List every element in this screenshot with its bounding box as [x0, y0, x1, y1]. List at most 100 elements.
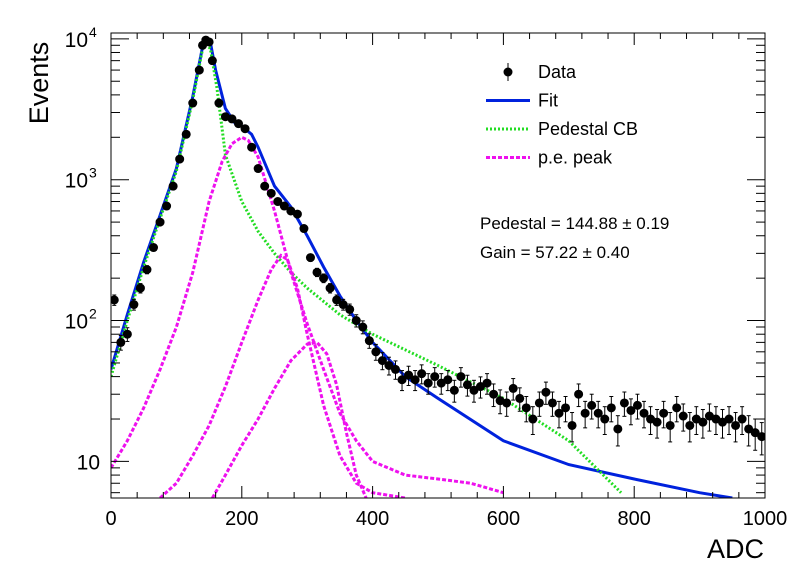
legend: Data Fit Pedestal CB p.e. peak — [486, 62, 638, 168]
data-point-marker — [606, 403, 616, 413]
data-point-marker — [266, 188, 276, 198]
data-point-marker — [204, 37, 214, 47]
data-point — [188, 98, 198, 108]
data-point-marker — [227, 114, 237, 124]
data-point — [371, 343, 381, 361]
data-point — [168, 181, 178, 191]
data-point — [652, 409, 662, 439]
data-point-marker — [652, 417, 662, 427]
data-point — [744, 415, 754, 447]
data-point-marker — [456, 372, 466, 382]
series-3-curve — [111, 135, 504, 495]
data-point — [204, 37, 214, 47]
data-point — [253, 164, 263, 174]
data-point — [305, 253, 315, 263]
data-point-marker — [737, 414, 747, 424]
data-point-marker — [358, 322, 368, 332]
x-tick-label: 800 — [618, 508, 651, 530]
data-point-marker — [554, 408, 564, 418]
data-point-marker — [135, 283, 145, 293]
data-point-marker — [685, 420, 695, 430]
data-point-marker — [521, 403, 531, 413]
data-point-marker — [482, 378, 492, 388]
data-point — [116, 334, 126, 351]
data-point-marker — [430, 372, 440, 382]
data-point-marker — [351, 316, 361, 326]
data-point-marker — [561, 403, 571, 413]
data-point — [404, 365, 414, 386]
data-point — [757, 422, 765, 456]
data-point — [279, 201, 289, 211]
x-axis-label: ADC — [707, 534, 764, 564]
data-point — [397, 370, 407, 392]
data-point-marker — [247, 142, 257, 152]
data-point — [554, 400, 564, 429]
data-point-marker — [515, 393, 525, 403]
data-point-marker — [234, 119, 244, 129]
data-point — [410, 370, 420, 392]
data-point-marker — [744, 424, 754, 434]
data-point-marker — [580, 408, 590, 418]
data-point — [122, 327, 132, 342]
data-point-marker — [508, 383, 518, 393]
data-point — [384, 356, 394, 376]
legend-label: Fit — [538, 91, 558, 111]
data-point — [534, 391, 544, 417]
data-point — [142, 265, 152, 275]
data-point — [194, 65, 204, 75]
data-point-marker — [240, 124, 250, 134]
data-point — [181, 129, 191, 139]
data-point — [338, 298, 348, 311]
data-point — [482, 373, 492, 395]
data-point-marker — [325, 283, 335, 293]
x-tick-label: 400 — [356, 508, 389, 530]
data-point — [737, 406, 747, 436]
data-point — [325, 283, 335, 294]
data-point-marker — [619, 398, 629, 408]
data-point — [351, 314, 361, 328]
data-point — [567, 412, 577, 443]
data-point-marker — [305, 253, 315, 263]
data-point-marker — [332, 295, 342, 305]
data-point — [175, 154, 185, 164]
data-point-marker — [593, 408, 603, 418]
series-4-curve — [159, 253, 406, 498]
data-point — [665, 412, 675, 443]
data-point — [299, 224, 309, 234]
data-point-marker — [364, 336, 374, 346]
data-point — [240, 124, 250, 134]
data-point-marker — [142, 265, 152, 275]
data-point-marker — [390, 364, 400, 374]
data-point-marker — [338, 300, 348, 310]
data-point-marker — [194, 65, 204, 75]
data-point — [155, 217, 165, 227]
series-5-curve — [211, 340, 368, 498]
data-point-marker — [181, 129, 191, 139]
data-point — [135, 283, 145, 294]
y-tick-label-exponent: 4 — [89, 24, 97, 40]
data-point-marker — [345, 304, 355, 314]
data-point — [489, 383, 499, 408]
data-point — [417, 364, 427, 385]
data-point-marker — [397, 375, 407, 385]
data-point — [260, 181, 270, 191]
data-point-marker — [122, 329, 132, 339]
data-point — [234, 119, 244, 129]
data-point-marker — [410, 375, 420, 385]
series-1-curve — [111, 38, 733, 498]
data-point — [698, 409, 708, 439]
data-point — [574, 383, 584, 408]
data-point — [247, 142, 257, 152]
data-point — [731, 412, 741, 443]
y-tick-label-exponent: 3 — [89, 165, 97, 181]
data-point — [672, 396, 682, 423]
data-point-marker — [207, 56, 217, 66]
data-point-marker — [462, 380, 472, 390]
data-point-marker — [319, 273, 329, 283]
data-point-marker — [724, 414, 734, 424]
x-tick-label: 0 — [105, 508, 116, 530]
data-point-marker — [574, 389, 584, 399]
data-point — [626, 398, 636, 426]
